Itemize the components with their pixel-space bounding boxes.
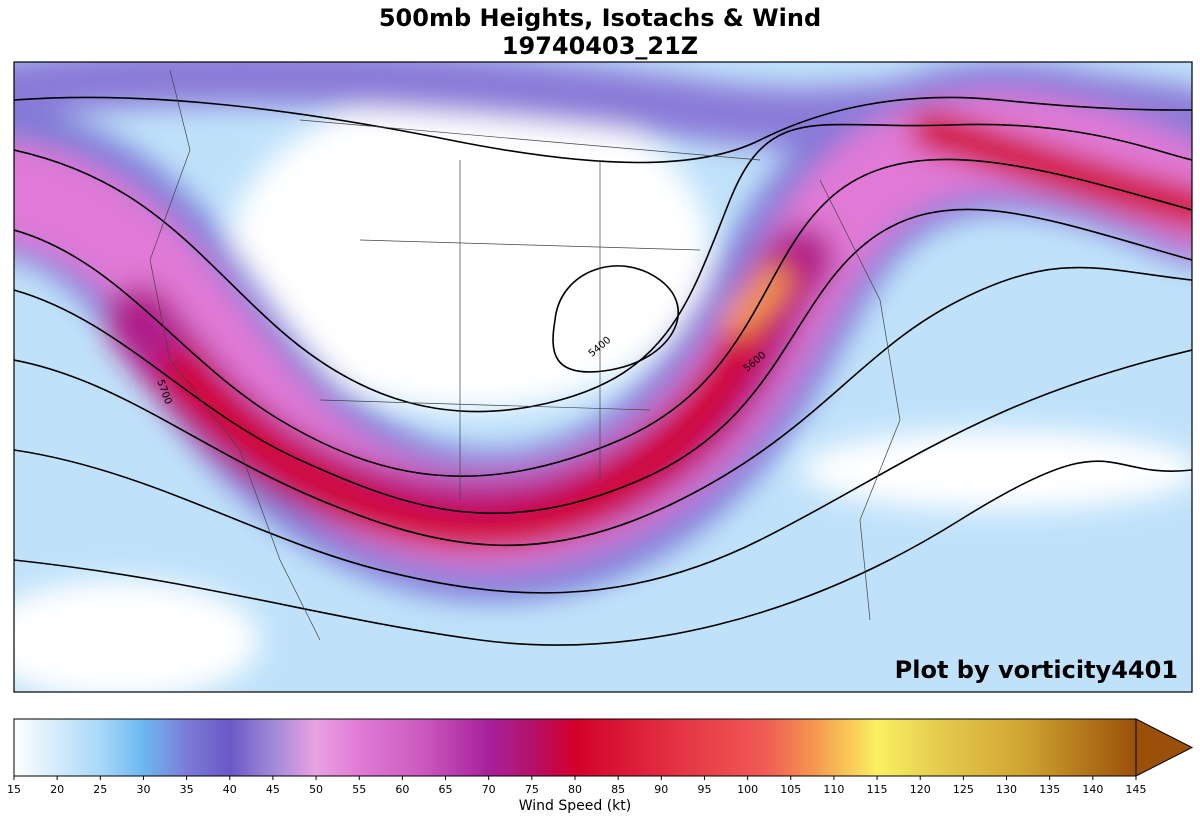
- colorbar-tick-label: 105: [780, 783, 801, 796]
- colorbar-tick-label: 70: [482, 783, 496, 796]
- colorbar-tick-label: 90: [654, 783, 668, 796]
- colorbar-tick-label: 80: [568, 783, 582, 796]
- colorbar-tick-label: 25: [93, 783, 107, 796]
- colorbar-extension: [1135, 718, 1194, 777]
- map: 5700 5400 5600 Plot by vorticity4401: [14, 62, 1192, 692]
- colorbar-tick-label: 115: [867, 783, 888, 796]
- colorbar-tick-label: 85: [611, 783, 625, 796]
- colorbar-tick-label: 40: [223, 783, 237, 796]
- colorbar-tick-label: 65: [439, 783, 453, 796]
- colorbar-tick-label: 45: [266, 783, 280, 796]
- colorbar-tick-label: 15: [7, 783, 21, 796]
- colorbar-tick-label: 75: [525, 783, 539, 796]
- title: 500mb Heights, Isotachs & Wind: [379, 4, 821, 32]
- colorbar-tick-label: 55: [352, 783, 366, 796]
- colorbar: 15 20 25 30 35 40 45 50 55 60 65 70 75 80 85 90 95 100 105…: [7, 718, 1194, 796]
- colorbar-tick-label: 130: [996, 783, 1017, 796]
- colorbar-tick-label: 60: [395, 783, 409, 796]
- colorbar-label: Wind Speed (kt): [519, 798, 632, 814]
- watermark: Plot by vorticity4401: [895, 656, 1178, 684]
- colorbar-tick-label: 50: [309, 783, 323, 796]
- map-frame: [13, 61, 1193, 693]
- colorbar-tick-label: 125: [953, 783, 974, 796]
- colorbar-tick-label: 120: [910, 783, 931, 796]
- colorbar-tick-label: 100: [737, 783, 758, 796]
- colorbar-tick-label: 20: [50, 783, 64, 796]
- colorbar-tick-label: 135: [1039, 783, 1060, 796]
- colorbar-tick-label: 140: [1082, 783, 1103, 796]
- colorbar-tick-label: 95: [697, 783, 711, 796]
- colorbar-tick-label: 110: [823, 783, 844, 796]
- subtitle: 19740403_21Z: [502, 32, 698, 60]
- boundaries: [149, 69, 901, 641]
- colorbar-fill: [13, 718, 1137, 777]
- colorbar-tick-label: 145: [1126, 783, 1147, 796]
- colorbar-tick-label: 30: [136, 783, 150, 796]
- height-contours: [14, 96, 1192, 646]
- colorbar-tick-label: 35: [180, 783, 194, 796]
